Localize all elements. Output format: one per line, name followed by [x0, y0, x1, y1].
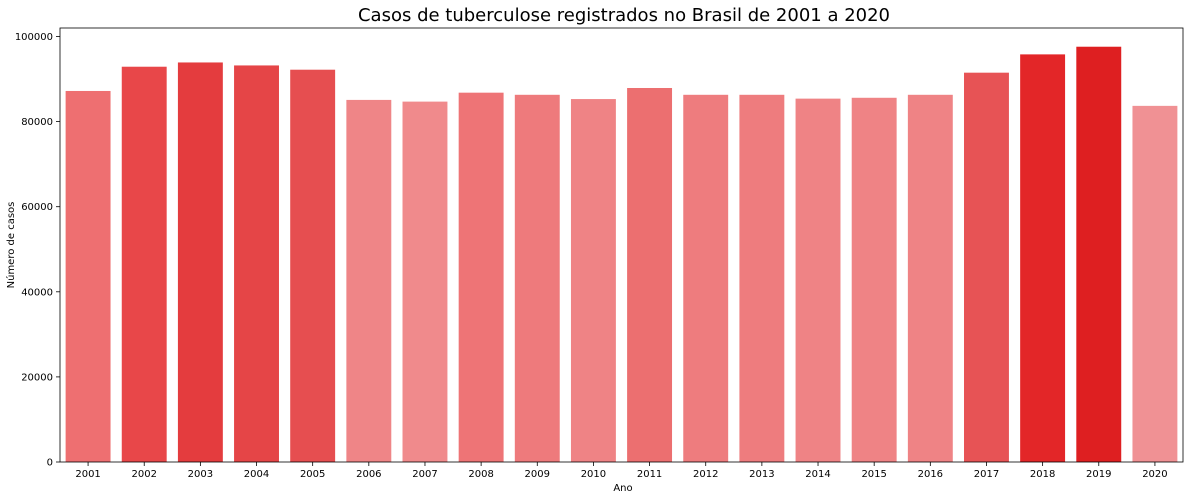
y-tick-label: 60000: [21, 202, 53, 213]
bar-2009: [514, 94, 560, 463]
chart-title: Casos de tuberculose registrados no Bras…: [358, 5, 890, 26]
x-tick-label: 2001: [75, 469, 100, 480]
x-tick-label: 2003: [188, 469, 213, 480]
x-axis-ticks: 2001 2002 2003 2004 2005 2006 2007 2008 2009 2010…: [75, 462, 1168, 480]
bar-2018: [1020, 54, 1066, 462]
x-tick-label: 2002: [131, 469, 156, 480]
x-tick-label: 2020: [1142, 469, 1167, 480]
x-tick-label: 2011: [637, 469, 662, 480]
x-tick-label: 2009: [525, 469, 550, 480]
bar-2016: [907, 94, 953, 463]
bar-2014: [795, 98, 841, 462]
x-tick-label: 2005: [300, 469, 325, 480]
x-tick-label: 2012: [693, 469, 718, 480]
bar-2013: [739, 94, 785, 463]
y-axis-ticks: 0 20000 40000 60000 80000 100000: [15, 32, 60, 469]
x-tick-label: 2010: [581, 469, 606, 480]
plot-frame: [59, 27, 1184, 463]
bar-2002: [121, 66, 167, 462]
bar-2017: [964, 72, 1009, 463]
x-tick-label: 2016: [918, 469, 943, 480]
bar-2003: [177, 62, 223, 463]
y-tick-label: 0: [47, 458, 53, 469]
bar-2001: [65, 90, 111, 462]
bar-2005: [290, 69, 336, 462]
x-tick-label: 2007: [412, 469, 437, 480]
x-tick-label: 2018: [1030, 469, 1055, 480]
y-tick-label: 80000: [21, 117, 53, 128]
bars-group: [65, 46, 1178, 463]
x-tick-label: 2015: [861, 469, 886, 480]
x-tick-label: 2019: [1086, 469, 1111, 480]
bar-2019: [1076, 46, 1122, 462]
x-tick-label: 2013: [749, 469, 774, 480]
bar-2012: [683, 94, 729, 463]
x-tick-label: 2014: [805, 469, 830, 480]
bar-2007: [402, 101, 448, 463]
y-tick-label: 40000: [21, 287, 53, 298]
bar-2011: [627, 87, 673, 463]
bar-2004: [234, 65, 279, 462]
bar-2008: [458, 92, 504, 463]
bar-2010: [570, 99, 616, 462]
bar-2015: [851, 97, 897, 462]
y-axis-label: Número de casos: [5, 202, 17, 289]
y-tick-label: 100000: [15, 32, 53, 43]
bar-2020: [1132, 105, 1178, 463]
y-tick-label: 20000: [21, 372, 53, 383]
x-tick-label: 2004: [244, 469, 269, 480]
bar-2006: [346, 99, 392, 462]
x-tick-label: 2006: [356, 469, 381, 480]
x-tick-label: 2017: [974, 469, 999, 480]
x-tick-label: 2008: [468, 469, 493, 480]
x-axis-label: Ano: [613, 483, 632, 494]
